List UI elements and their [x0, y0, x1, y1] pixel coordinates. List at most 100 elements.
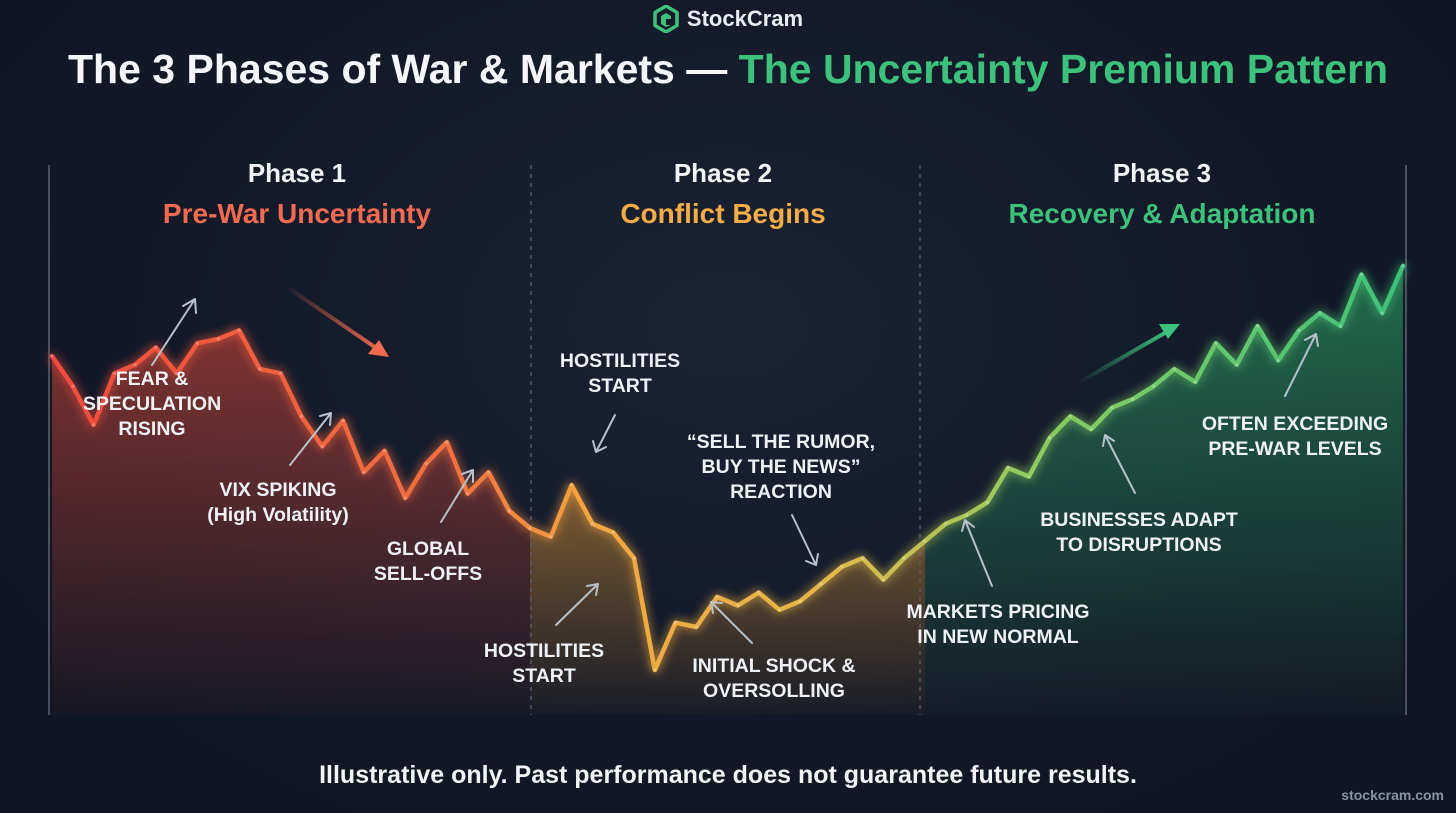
data-point-36	[798, 599, 802, 603]
uptrend-arrow	[1076, 328, 1172, 385]
data-point-3	[112, 371, 116, 375]
data-point-16	[382, 449, 387, 453]
data-point-40	[881, 578, 885, 582]
data-point-7	[195, 341, 200, 345]
annotation-line: SPECULATION	[83, 393, 221, 415]
hexagon-c-icon	[653, 5, 679, 33]
data-point-10	[258, 367, 262, 371]
pointer-selloffs	[440, 469, 474, 523]
annotation-hostilities-top: HOSTILITIES START	[560, 350, 680, 397]
brand-header: StockCram	[0, 5, 1456, 33]
annotation-line: START	[588, 375, 652, 397]
annotation-line: RISING	[118, 418, 185, 440]
phase-1-name: Phase 1	[248, 158, 346, 188]
data-point-54	[1172, 367, 1176, 371]
annotation-line: VIX SPIKING	[219, 479, 336, 501]
data-point-51	[1110, 406, 1114, 410]
annotation-line: SELL-OFFS	[374, 563, 482, 585]
disclaimer: Illustrative only. Past performance does…	[319, 761, 1137, 789]
data-point-34	[757, 591, 761, 595]
data-point-56	[1214, 341, 1218, 345]
data-point-5	[154, 345, 158, 350]
pointer-hostilities-bottom	[555, 583, 599, 626]
data-point-38	[840, 565, 844, 569]
data-point-65	[1401, 264, 1405, 268]
pointer-fear	[151, 298, 197, 366]
data-point-31	[694, 625, 698, 629]
data-point-15	[362, 470, 366, 474]
pointer-exceeding	[1284, 333, 1319, 397]
brand-name: StockCram	[686, 6, 804, 31]
annotation-line: (High Volatility)	[207, 504, 349, 526]
data-point-61	[1318, 311, 1322, 315]
annotation-vix-spiking: VIX SPIKING (High Volatility)	[207, 479, 349, 526]
data-point-35	[777, 608, 782, 612]
data-point-18	[424, 462, 428, 466]
downtrend-arrow	[282, 283, 384, 354]
data-point-63	[1359, 272, 1364, 276]
phase-2-label: Conflict Begins	[620, 198, 825, 229]
data-point-17	[403, 496, 407, 500]
data-point-22	[507, 509, 511, 513]
data-point-41	[902, 556, 906, 560]
data-point-0	[50, 354, 54, 358]
data-point-21	[486, 470, 491, 474]
site-url: stockcram.com	[1341, 787, 1444, 803]
data-point-23	[528, 526, 532, 530]
annotation-line: FEAR &	[116, 368, 189, 390]
data-point-14	[341, 419, 345, 423]
pointer-businesses-adapt	[1102, 434, 1136, 494]
data-point-49	[1068, 414, 1073, 418]
data-point-1	[71, 384, 75, 388]
data-point-11	[279, 371, 283, 375]
data-point-55	[1193, 380, 1197, 384]
annotation-line: HOSTILITIES	[560, 350, 680, 372]
data-point-50	[1089, 427, 1093, 431]
uptrend-arrow-head	[1159, 324, 1180, 339]
data-point-59	[1276, 358, 1280, 362]
data-point-32	[715, 595, 719, 599]
data-point-62	[1339, 324, 1343, 328]
annotation-line: INITIAL SHOCK &	[692, 655, 855, 677]
annotation-line: HOSTILITIES	[484, 640, 604, 662]
series-line	[49, 263, 1406, 673]
annotation-line: OFTEN EXCEEDING	[1202, 413, 1388, 435]
data-point-2	[91, 423, 96, 427]
data-point-30	[673, 621, 678, 625]
data-point-44	[964, 513, 969, 517]
pointer-hostilities-top	[592, 414, 616, 453]
pointer-vix	[289, 412, 332, 466]
pointer-markets-pricing	[961, 519, 993, 587]
phase-area-2	[530, 485, 925, 715]
annotation-line: BUSINESSES ADAPT	[1040, 509, 1238, 531]
title-main: The 3 Phases of War & Markets —	[68, 46, 728, 92]
title-accent: The Uncertainty Premium Pattern	[738, 46, 1388, 92]
data-point-29	[653, 668, 657, 672]
annotation-line: PRE-WAR LEVELS	[1208, 438, 1381, 460]
annotation-sell-rumor: “SELL THE RUMOR, BUY THE NEWS” REACTION	[687, 431, 875, 503]
annotation-line: OVERSOLLING	[703, 680, 845, 702]
annotation-initial-shock: INITIAL SHOCK & OVERSOLLING	[692, 655, 855, 702]
pointer-initial-shock	[710, 601, 753, 644]
phase-1-label: Pre-War Uncertainty	[163, 198, 432, 229]
annotation-line: “SELL THE RUMOR,	[687, 431, 875, 453]
data-point-6	[175, 371, 179, 375]
annotation-hostilities-bottom: HOSTILITIES START	[484, 640, 604, 687]
annotation-line: BUY THE NEWS”	[702, 456, 861, 478]
annotation-global-selloffs: GLOBAL SELL-OFFS	[374, 538, 482, 585]
data-point-52	[1131, 397, 1135, 401]
downtrend-arrow-head	[368, 340, 389, 357]
data-point-47	[1027, 474, 1031, 479]
data-point-60	[1297, 328, 1301, 332]
data-point-57	[1235, 363, 1239, 367]
data-point-42	[923, 539, 927, 543]
annotation-line: START	[512, 665, 576, 687]
annotation-line: GLOBAL	[387, 538, 469, 560]
data-point-13	[320, 444, 324, 448]
data-point-64	[1380, 311, 1384, 315]
page-title: The 3 Phases of War & Markets — The Unce…	[0, 46, 1456, 93]
data-point-8	[216, 337, 220, 341]
annotation-line: TO DISRUPTIONS	[1056, 534, 1221, 556]
phase-2-name: Phase 2	[674, 158, 772, 188]
data-point-20	[466, 492, 470, 496]
